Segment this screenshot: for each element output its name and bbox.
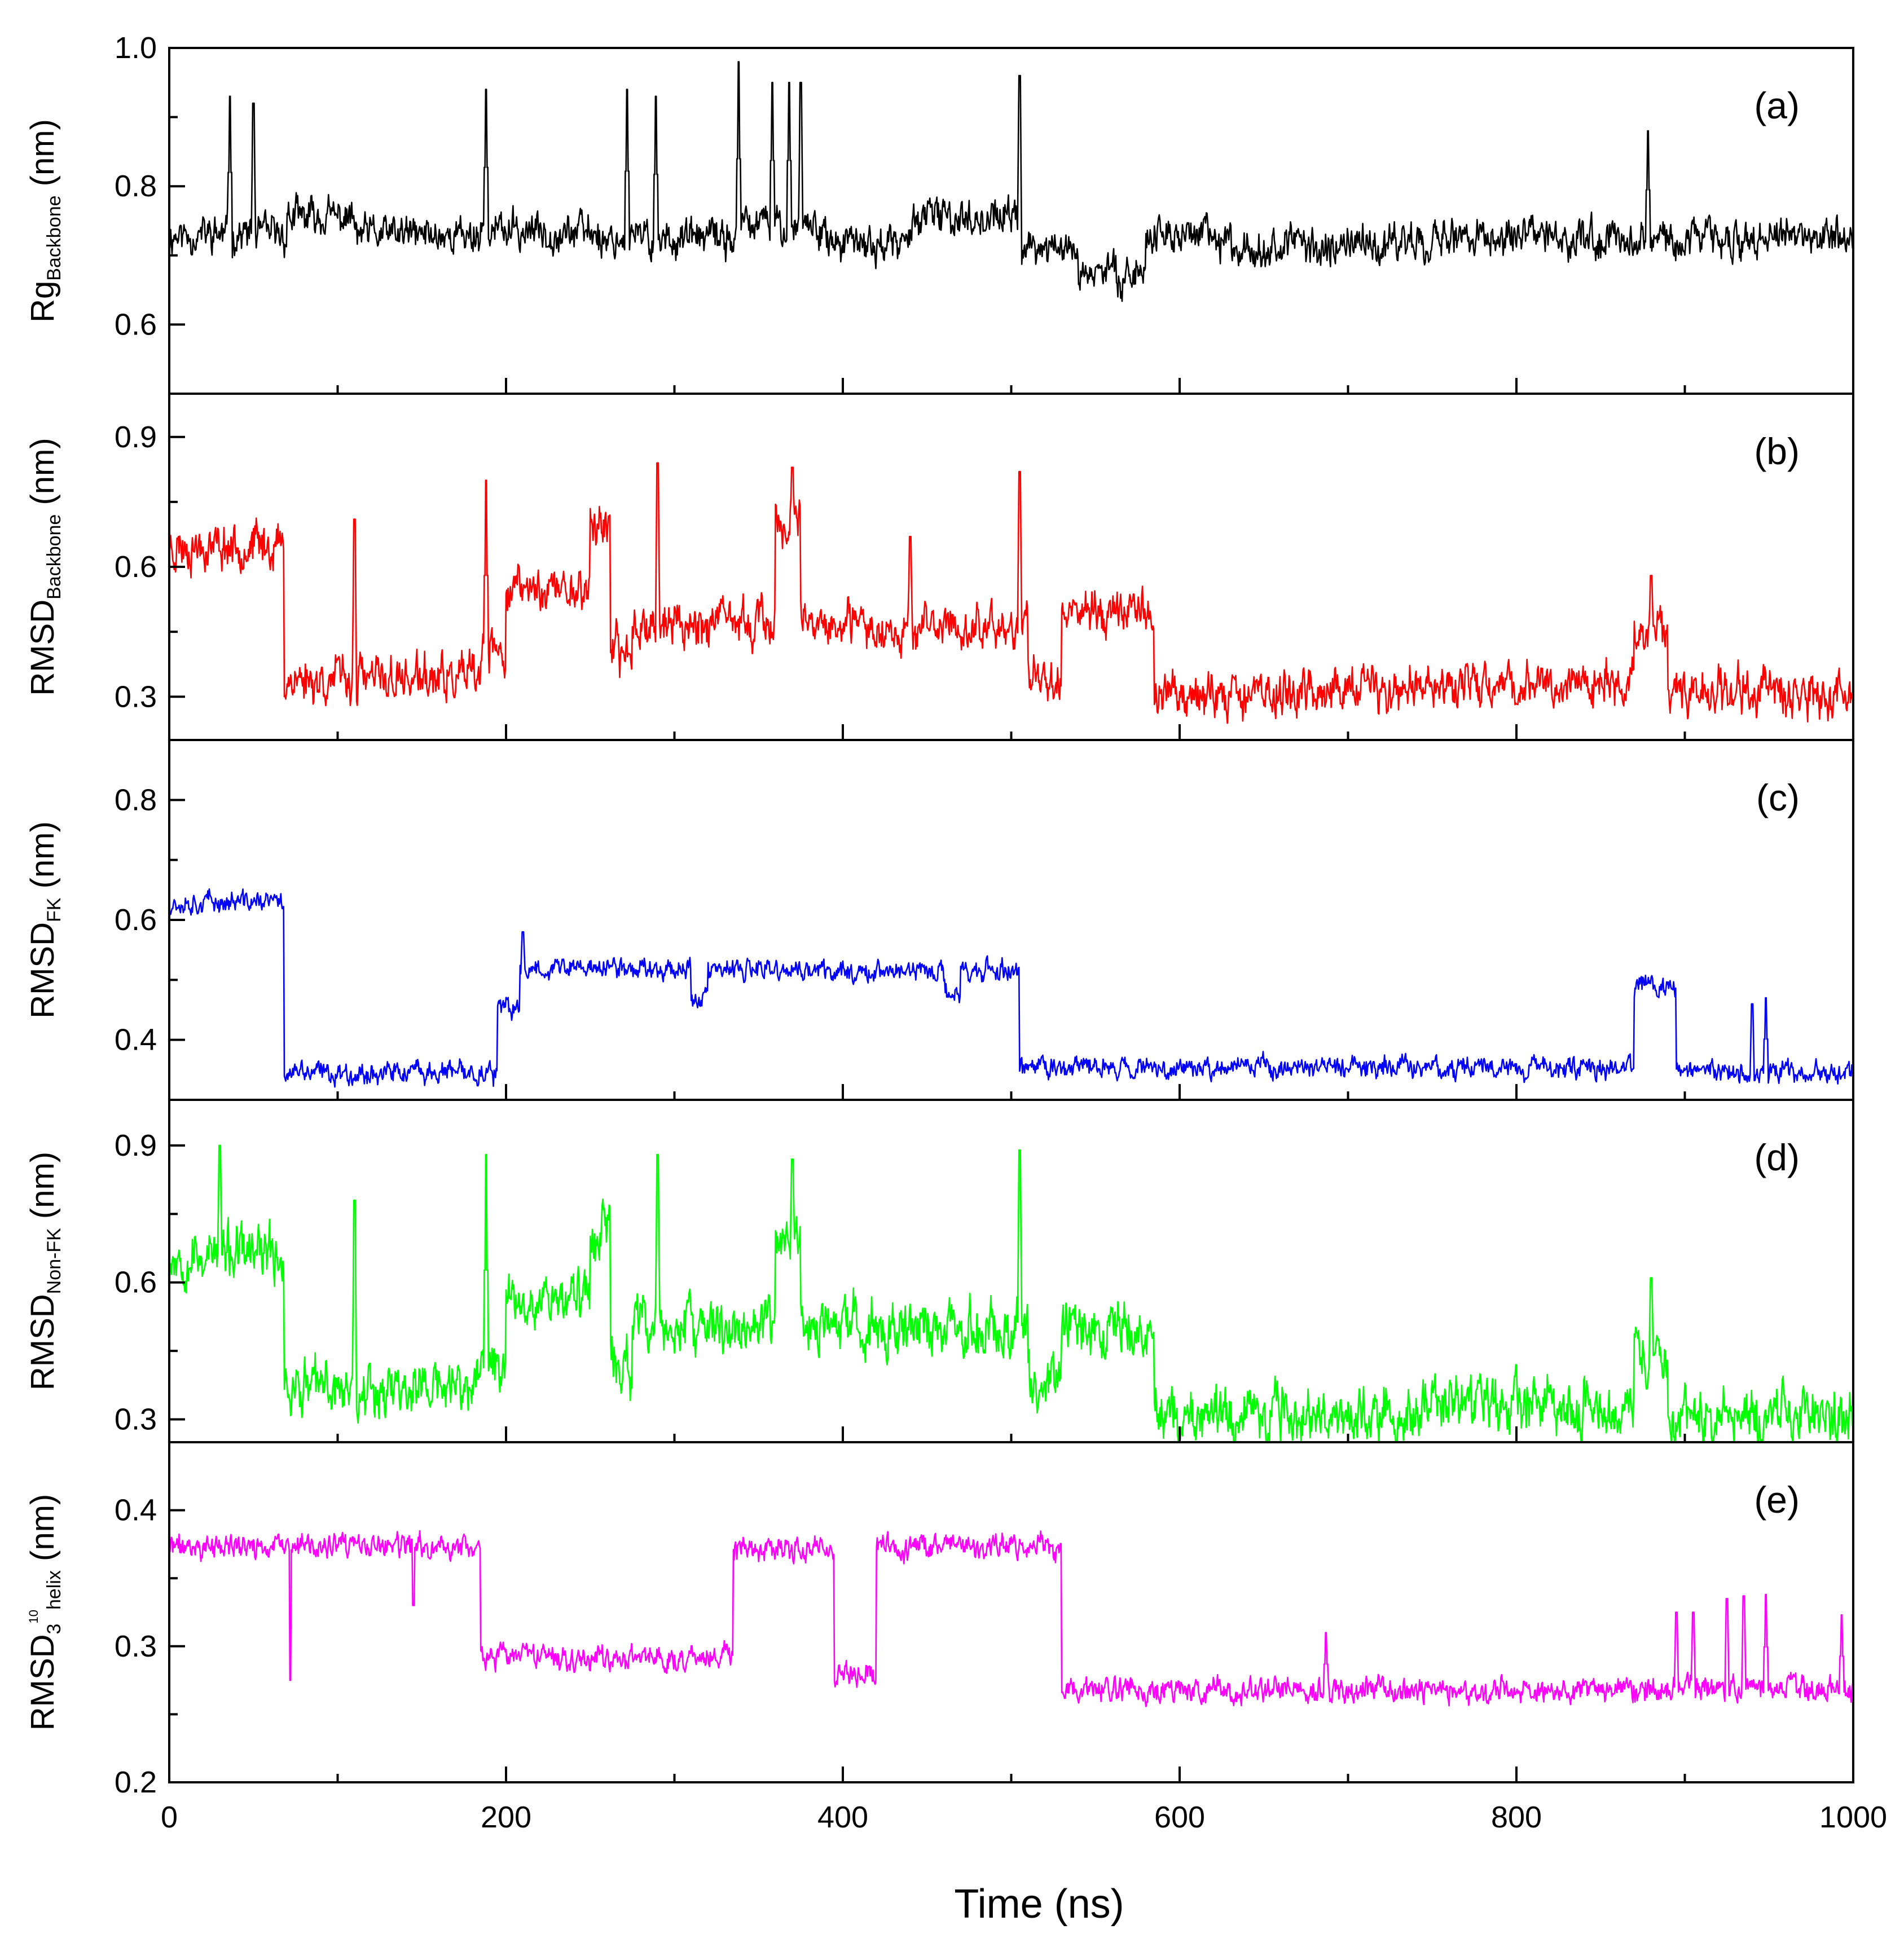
x-tick-label: 200: [481, 1800, 531, 1834]
panel-e: 0.2 0.3 0.4 (e) RMSD310helix (nm): [24, 1441, 1854, 1799]
y-tick-label-c: 0.6: [115, 903, 157, 937]
y-axis-title-d: RMSDNon-FK (nm): [24, 1152, 65, 1390]
y-tick-label-b: 0.3: [115, 680, 157, 713]
y-axis-title-c: RMSDFK (nm): [24, 821, 65, 1019]
series-line-e: [169, 1530, 1853, 1707]
x-axis-title: Time (ns): [954, 1882, 1124, 1927]
y-tick-label-b: 0.6: [115, 550, 157, 584]
y-tick-label-e: 0.3: [115, 1629, 157, 1663]
y-axis-title-e: RMSD310helix (nm): [24, 1494, 65, 1730]
panel-label-c: (c): [1756, 777, 1800, 818]
panel-label-b: (b): [1754, 430, 1800, 472]
y-tick-label-a: 0.6: [115, 307, 157, 341]
y-axis-title-a: RgBackbone (nm): [24, 119, 65, 323]
panel-c: 0.4 0.6 0.8 (c) RMSDFK (nm): [24, 739, 1854, 1101]
panel-frame-e: [168, 1441, 1854, 1783]
panel-a: 0.6 0.8 1.0 (a) RgBackbone (nm): [24, 31, 1854, 395]
panel-label-e: (e): [1754, 1479, 1800, 1521]
series-line-b: [169, 462, 1853, 724]
x-tick-label: 600: [1154, 1800, 1205, 1834]
series-line-a: [169, 61, 1853, 302]
y-tick-label-e: 0.4: [115, 1494, 157, 1527]
y-tick-label-a: 1.0: [115, 31, 157, 65]
y-tick-label-d: 0.6: [115, 1266, 157, 1300]
y-axis-title-b: RMSDBackbone (nm): [24, 438, 65, 695]
panel-label-d: (d): [1754, 1137, 1800, 1178]
panel-frame-c: [168, 739, 1854, 1101]
y-tick-label-a: 0.8: [115, 169, 157, 203]
panel-b: 0.3 0.6 0.9 (b) RMSDBackbone (nm): [24, 393, 1854, 741]
y-tick-label-c: 0.4: [115, 1023, 157, 1057]
series-line-d: [169, 1144, 1853, 1442]
series-line-c: [169, 888, 1853, 1088]
y-tick-label-d: 0.3: [115, 1403, 157, 1437]
x-tick-label: 800: [1491, 1800, 1542, 1834]
x-tick-label: 1000: [1819, 1800, 1887, 1834]
x-tick-label: 0: [161, 1800, 178, 1834]
panel-d: 0.3 0.6 0.9 (d) RMSDNon-FK (nm): [24, 1099, 1854, 1443]
x-tick-label: 400: [817, 1800, 868, 1834]
y-tick-label-c: 0.8: [115, 783, 157, 817]
panel-label-a: (a): [1754, 85, 1800, 126]
y-tick-label-b: 0.9: [115, 420, 157, 454]
y-tick-label-d: 0.9: [115, 1129, 157, 1162]
y-tick-label-e: 0.2: [115, 1765, 157, 1799]
